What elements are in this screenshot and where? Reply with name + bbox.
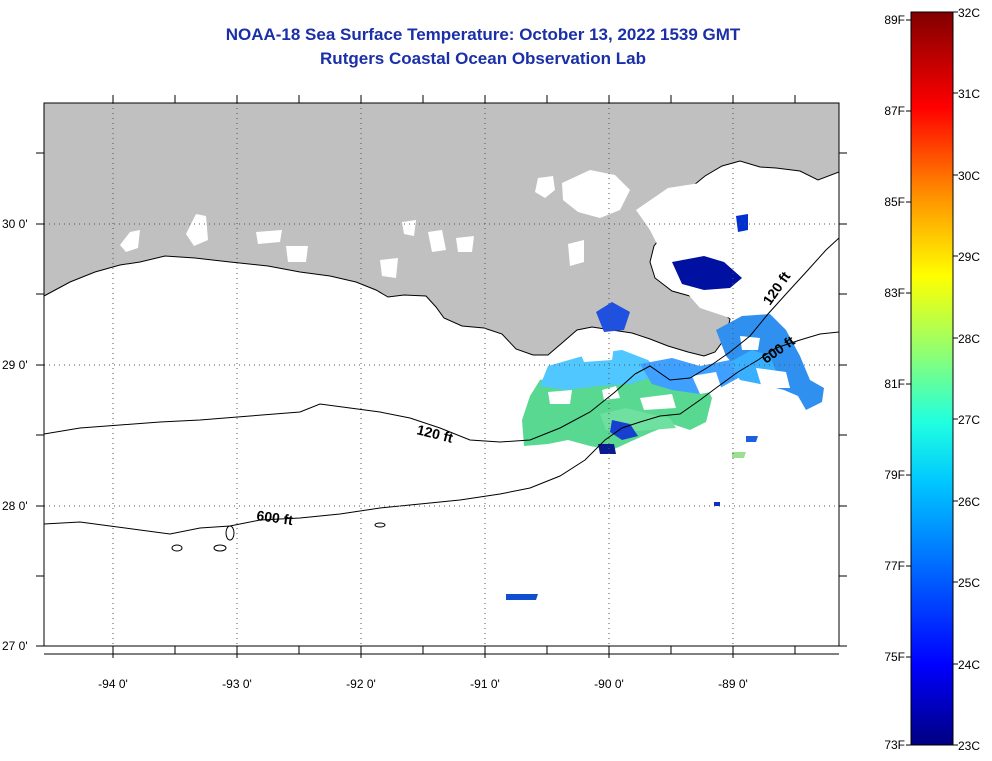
lat-label: 27 0' — [2, 639, 28, 653]
lon-label: -94 0' — [98, 677, 128, 691]
colorbar-c-label: 32C — [958, 6, 980, 20]
isobath-label: 120 ft — [759, 268, 793, 307]
land-mass — [44, 103, 839, 357]
colorbar-f-label: 75F — [884, 650, 905, 664]
map-title: NOAA-18 Sea Surface Temperature: October… — [225, 25, 741, 44]
lon-label: -91 0' — [470, 677, 500, 691]
graticule — [44, 103, 839, 646]
colorbar-c-label: 25C — [958, 576, 980, 590]
colorbar-c-label: 28C — [958, 332, 980, 346]
map-subtitle: Rutgers Coastal Ocean Observation Lab — [320, 49, 646, 68]
isobath-label: 600 ft — [256, 507, 295, 528]
colorbar-f-label: 73F — [884, 738, 905, 752]
colorbar-f-label: 83F — [884, 286, 905, 300]
lon-label: -92 0' — [346, 677, 376, 691]
colorbar-f-label: 85F — [884, 195, 905, 209]
colorbar-c-label: 26C — [958, 495, 980, 509]
colorbar-f-label: 77F — [884, 559, 905, 573]
temperature-colorbar — [910, 11, 954, 746]
isobath-600ft — [44, 331, 839, 535]
colorbar-c-label: 24C — [958, 658, 980, 672]
lat-label: 29 0' — [2, 358, 28, 372]
map-frame — [43, 102, 840, 647]
colorbar-c-label: 30C — [958, 169, 980, 183]
lon-label: -90 0' — [594, 677, 624, 691]
lat-label: 28 0' — [2, 499, 28, 513]
isobath-120ft — [44, 237, 839, 443]
land-lakes — [120, 170, 740, 278]
colorbar-f-label: 89F — [884, 13, 905, 27]
colorbar-c-label: 29C — [958, 250, 980, 264]
colorbar-f-label: 87F — [884, 104, 905, 118]
colorbar-c-label: 23C — [958, 739, 980, 753]
colorbar-f-label: 81F — [884, 377, 905, 391]
colorbar-c-label: 27C — [958, 413, 980, 427]
lon-label: -93 0' — [222, 677, 252, 691]
colorbar-f-label: 79F — [884, 468, 905, 482]
lon-label: -89 0' — [718, 677, 748, 691]
lat-label: 30 0' — [2, 217, 28, 231]
colorbar-c-label: 31C — [958, 87, 980, 101]
isobath-label: 120 ft — [415, 421, 455, 445]
